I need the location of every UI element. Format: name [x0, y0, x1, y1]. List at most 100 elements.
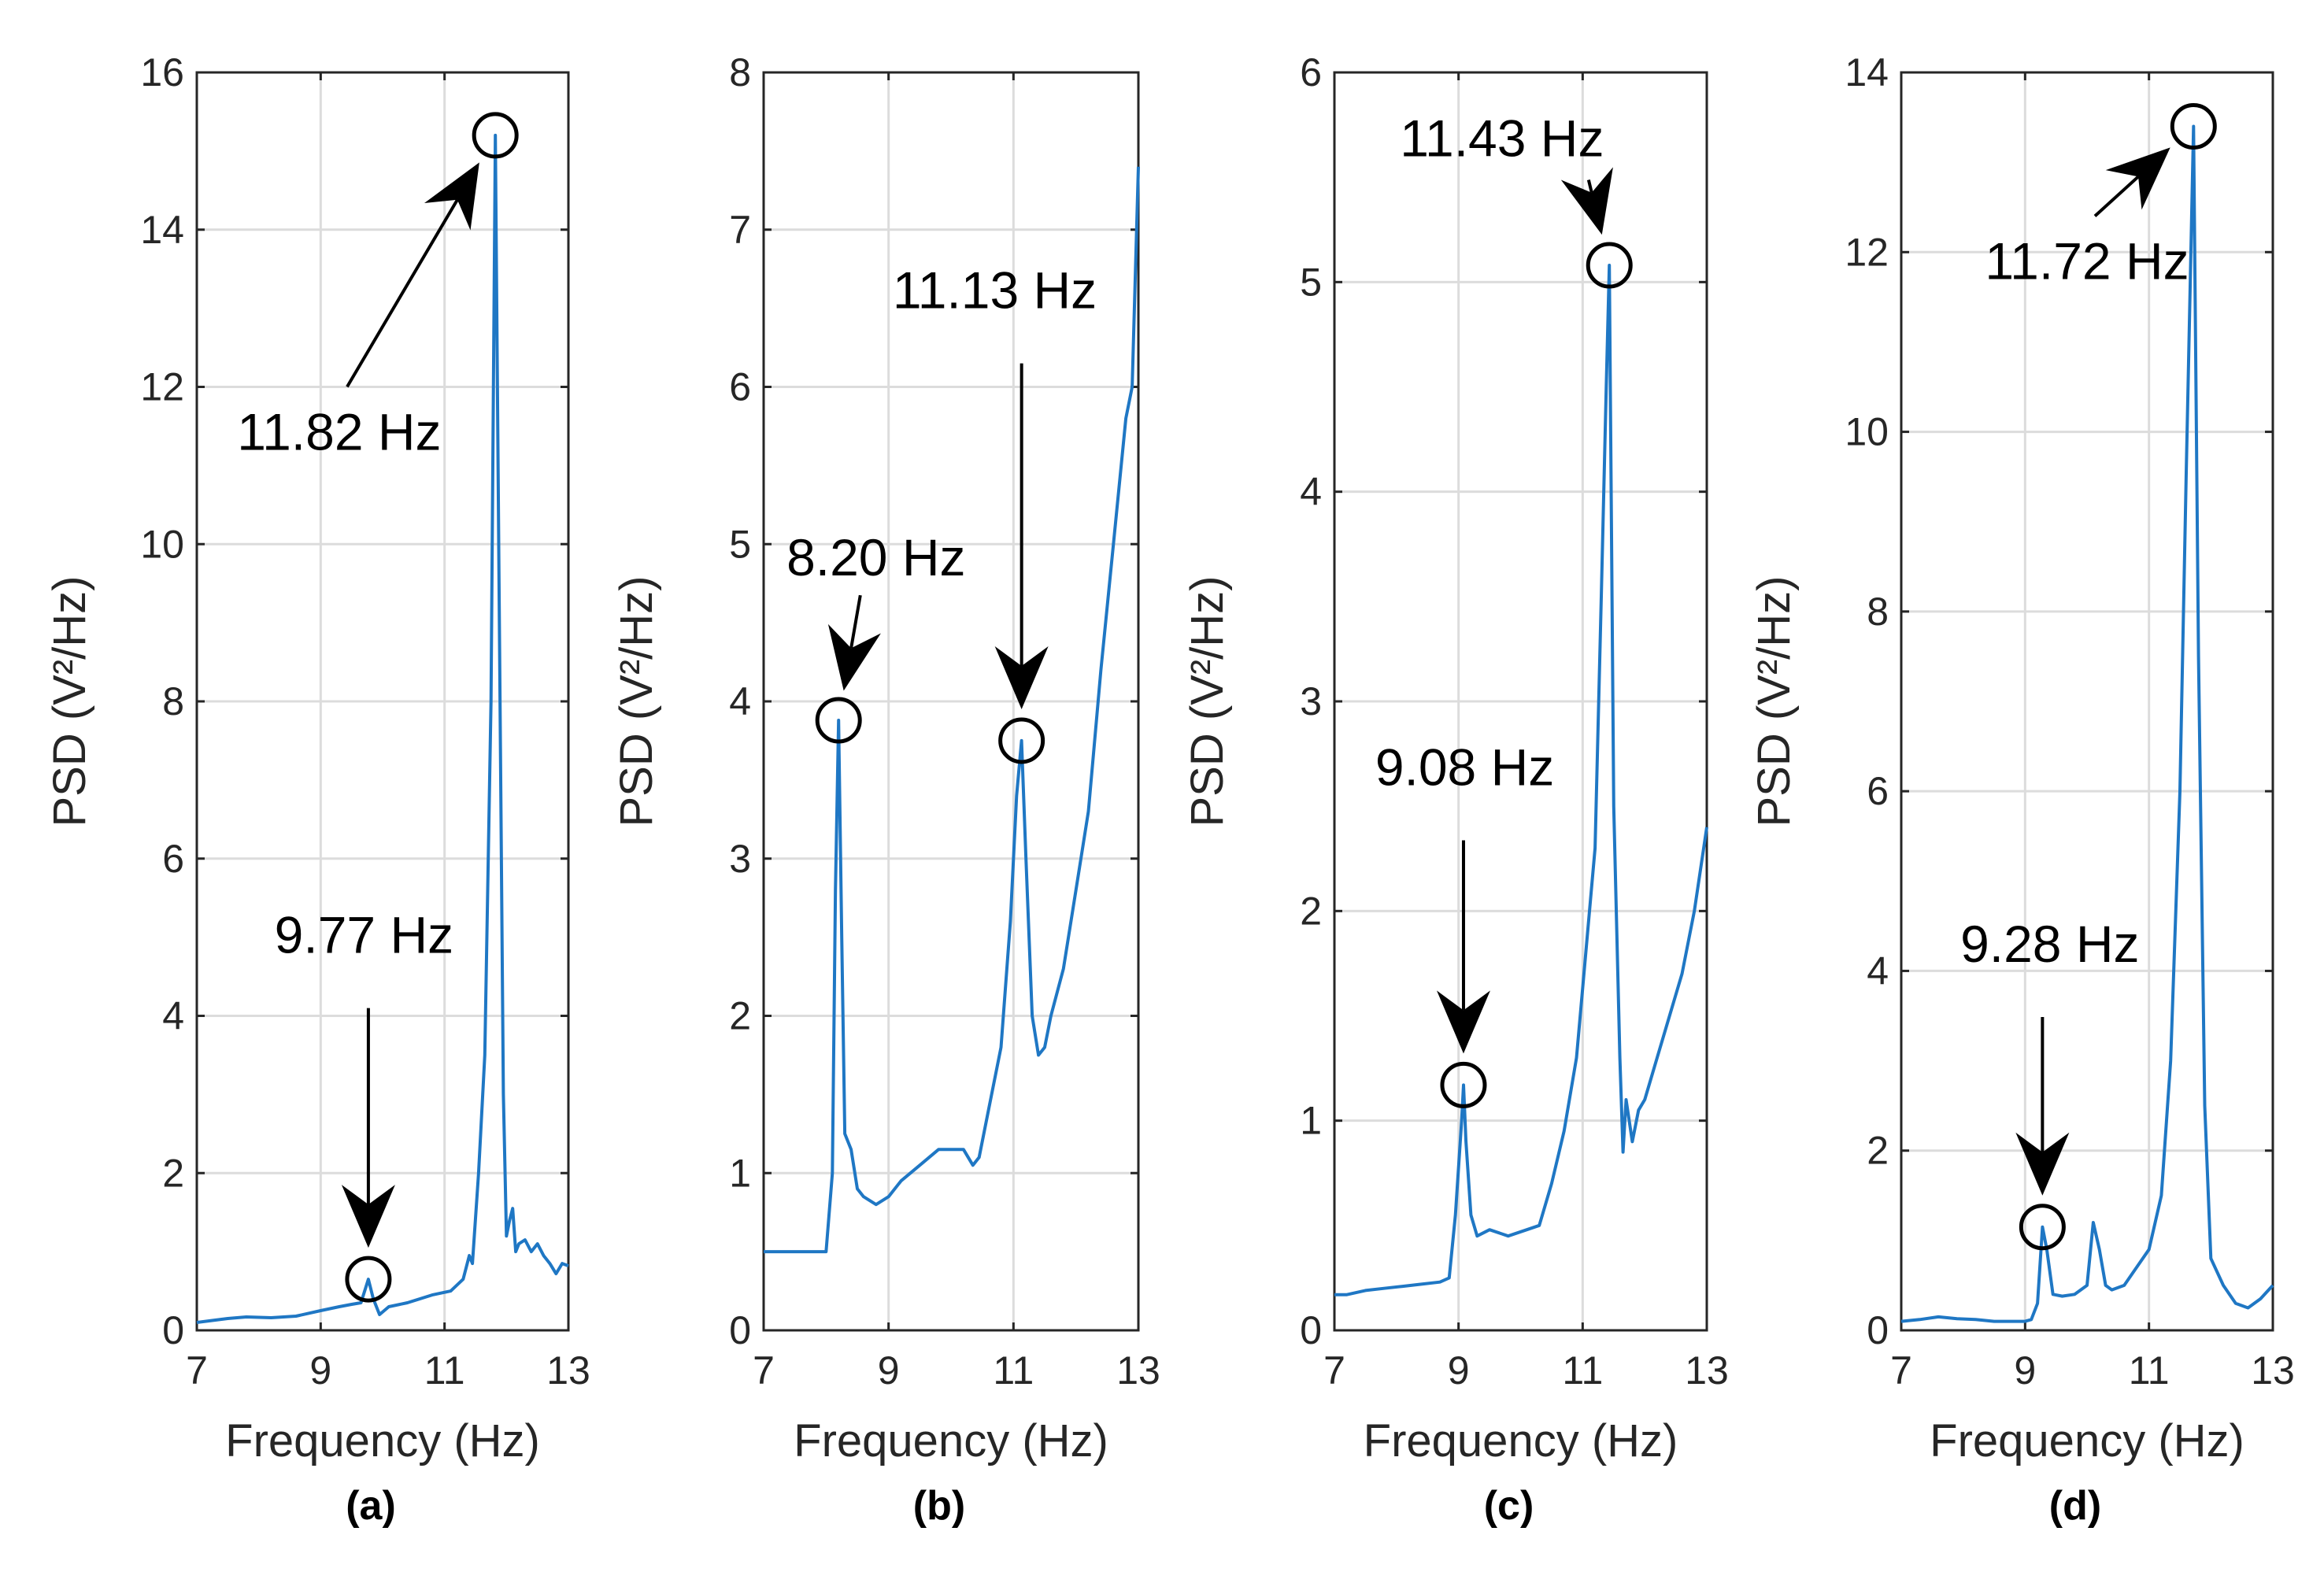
x-tick-label: 13 — [1116, 1348, 1160, 1393]
peak-annotation-label: 9.77 Hz — [275, 906, 453, 964]
annotation-arrow-head — [994, 645, 1049, 709]
annotation-arrow-head — [827, 623, 881, 691]
annotation-arrow-head — [1560, 167, 1613, 235]
y-tick-label: 2 — [162, 1151, 184, 1195]
y-tick-label: 0 — [1300, 1308, 1322, 1352]
x-tick-label: 11 — [1562, 1348, 1603, 1393]
x-tick-label: 7 — [186, 1348, 208, 1393]
annotation-1: 11.13 Hz — [893, 261, 1097, 764]
x-tick-label: 9 — [2014, 1348, 2036, 1393]
annotation-0: 11.43 Hz — [1400, 109, 1633, 289]
y-tick-label: 8 — [729, 50, 751, 94]
x-axis-label: Frequency (Hz) — [794, 1415, 1108, 1466]
y-tick-label: 1 — [1300, 1099, 1322, 1143]
annotation-1: 9.28 Hz — [1960, 915, 2140, 1251]
annotation-0: 8.20 Hz — [786, 528, 966, 744]
peak-annotation-label: 9.08 Hz — [1375, 738, 1554, 797]
annotation-0: 11.72 Hz — [1985, 102, 2217, 290]
panel-label: (d) — [2049, 1483, 2101, 1529]
y-tick-label: 12 — [1845, 230, 1889, 274]
x-tick-label: 11 — [993, 1348, 1034, 1393]
y-tick-label: 6 — [1867, 769, 1889, 813]
y-tick-label: 8 — [1867, 590, 1889, 634]
y-tick-label: 0 — [729, 1308, 751, 1352]
peak-annotation-label: 11.43 Hz — [1400, 109, 1604, 168]
peak-marker — [815, 697, 862, 744]
x-tick-label: 11 — [2129, 1348, 2170, 1393]
x-tick-label: 9 — [878, 1348, 900, 1393]
y-tick-label: 2 — [729, 994, 751, 1038]
series-line-0 — [764, 166, 1140, 1254]
peak-marker — [2019, 1204, 2066, 1251]
y-tick-label: 10 — [140, 522, 184, 566]
y-tick-label: 5 — [1300, 260, 1322, 304]
annotation-arrow-shaft — [849, 594, 862, 649]
y-tick-label: 4 — [1867, 949, 1889, 993]
peak-marker — [998, 717, 1045, 764]
peak-annotation-label: 9.28 Hz — [1960, 915, 2139, 973]
y-tick-label: 0 — [162, 1308, 184, 1352]
annotation-1: 9.77 Hz — [275, 906, 453, 1303]
x-tick-label: 13 — [2251, 1348, 2295, 1393]
x-tick-label: 7 — [1890, 1348, 1912, 1393]
x-axis-label: Frequency (Hz) — [225, 1415, 540, 1466]
y-tick-label: 4 — [729, 679, 751, 723]
y-axis-label: PSD (V²/Hz) — [44, 576, 95, 827]
y-tick-label: 10 — [1845, 410, 1889, 454]
y-tick-label: 14 — [1845, 50, 1889, 94]
y-tick-label: 2 — [1300, 889, 1322, 933]
annotation-arrow-head — [2015, 1132, 2070, 1196]
panel-2: 7 9 11 13 0 1 2 3 4 5 6 11.43 Hz 9.08 Hz Frequency (H… — [1182, 50, 1729, 1529]
y-tick-label: 4 — [1300, 470, 1322, 514]
plot-area — [1901, 72, 2273, 1330]
annotation-arrow-head — [424, 162, 479, 231]
panel-0: 7 9 11 13 0 2 4 6 8 10 12 14 16 11.82 Hz 9.77 Hz Freque… — [44, 50, 590, 1529]
x-axis-label: Frequency (Hz) — [1930, 1415, 2244, 1466]
peak-marker — [2170, 102, 2217, 150]
x-tick-label: 11 — [424, 1348, 465, 1393]
y-tick-label: 6 — [729, 365, 751, 409]
series-line-0 — [1334, 264, 1708, 1296]
annotation-arrow-shaft — [2093, 175, 2140, 218]
series-line-0 — [196, 133, 569, 1324]
y-axis-label: PSD (V²/Hz) — [1182, 576, 1233, 827]
axes-frame — [1333, 71, 1708, 1332]
peak-annotation-label: 11.72 Hz — [1985, 232, 2189, 290]
y-axis-label: PSD (V²/Hz) — [1749, 576, 1800, 827]
annotation-1: 9.08 Hz — [1375, 738, 1554, 1108]
x-tick-label: 7 — [1323, 1348, 1345, 1393]
x-axis-label: Frequency (Hz) — [1364, 1415, 1678, 1466]
x-tick-label: 13 — [1685, 1348, 1729, 1393]
x-tick-label: 9 — [309, 1348, 331, 1393]
y-tick-label: 6 — [1300, 50, 1322, 94]
y-tick-label: 2 — [1867, 1129, 1889, 1173]
y-tick-label: 8 — [162, 679, 184, 723]
axes-frame — [762, 71, 1140, 1332]
peak-marker — [472, 112, 519, 159]
panel-label: (a) — [346, 1483, 396, 1529]
annotation-arrow-shaft — [1586, 179, 1593, 194]
y-tick-label: 16 — [140, 50, 184, 94]
panel-label: (c) — [1484, 1483, 1534, 1529]
panel-3: 7 9 11 13 0 2 4 6 8 10 12 14 11.72 Hz 9.28 Hz Frequenc… — [1749, 50, 2295, 1529]
peak-annotation-label: 11.82 Hz — [237, 402, 441, 460]
y-axis-label: PSD (V²/Hz) — [611, 576, 662, 827]
annotation-arrow-head — [341, 1185, 395, 1248]
peak-marker — [1586, 242, 1633, 289]
series-line-0 — [1900, 124, 2274, 1323]
x-tick-label: 13 — [546, 1348, 590, 1393]
annotation-arrow-shaft — [346, 198, 459, 388]
y-tick-label: 3 — [729, 837, 751, 881]
peak-marker — [1440, 1061, 1487, 1108]
y-tick-label: 4 — [162, 994, 184, 1038]
panel-1: 7 9 11 13 0 1 2 3 4 5 6 7 8 8.20 Hz 11.13 Hz Frequency … — [611, 50, 1160, 1529]
peak-marker — [345, 1256, 392, 1303]
y-tick-label: 0 — [1867, 1308, 1889, 1352]
panel-label: (b) — [913, 1483, 965, 1529]
y-tick-label: 7 — [729, 208, 751, 252]
peak-annotation-label: 11.13 Hz — [893, 261, 1097, 320]
annotation-0: 11.82 Hz — [237, 112, 519, 460]
y-tick-label: 14 — [140, 208, 184, 252]
annotation-arrow-head — [1436, 990, 1490, 1054]
